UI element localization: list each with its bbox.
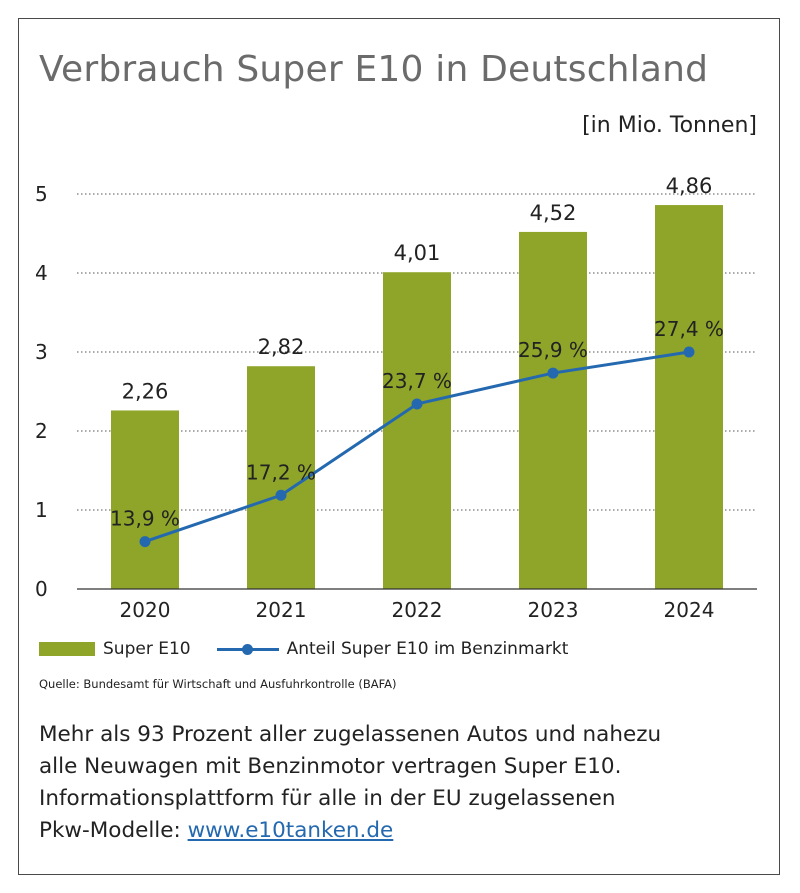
chart-title: Verbrauch Super E10 in Deutschland [39,49,709,90]
x-tick-label: 2024 [664,598,715,619]
share-point [139,536,151,548]
y-tick-label: 5 [35,182,48,206]
bar [519,231,587,590]
info-line-1: Mehr als 93 Prozent aller zugelassenen A… [39,722,662,747]
share-point [275,489,287,501]
legend-swatch-bar [39,642,95,656]
x-tick-label: 2020 [120,598,171,619]
infographic-frame: Verbrauch Super E10 in Deutschland [in M… [18,18,780,875]
e10tanken-link[interactable]: www.e10tanken.de [187,818,394,843]
chart-area: 0 1 2 3 4 5 2,26 2,82 4,01 4,52 4,86 2020 2021 2022 20… [35,174,757,619]
share-value-label: 13,9 % [110,507,180,531]
bar [655,205,723,589]
y-tick-label: 0 [35,577,48,601]
share-point [547,367,559,379]
y-tick-label: 1 [35,498,48,522]
bar [383,272,451,589]
share-value-label: 27,4 % [654,317,724,341]
share-value-label: 23,7 % [382,369,452,393]
bar-value-label: 4,01 [394,241,441,265]
share-value-label: 17,2 % [246,460,316,484]
legend-item-line: Anteil Super E10 im Benzinmarkt [216,639,569,659]
info-line-4-prefix: Pkw-Modelle: [39,818,188,843]
info-line-4: Pkw-Modelle: www.e10tanken.de [39,815,759,847]
legend: Super E10 Anteil Super E10 im Benzinmark… [39,639,594,659]
y-tick-label: 4 [35,261,48,285]
info-text: Mehr als 93 Prozent aller zugelassenen A… [39,719,759,847]
y-tick-label: 2 [35,419,48,443]
bar-value-label: 4,52 [530,201,577,225]
bar [247,366,315,589]
share-point [411,398,423,410]
source-note: Quelle: Bundesamt für Wirtschaft und Aus… [39,677,397,691]
bar-value-label: 4,86 [666,174,713,198]
bar-value-label: 2,26 [122,379,169,403]
legend-label-bar: Super E10 [103,639,191,659]
legend-item-bar: Super E10 [39,639,191,659]
unit-label: [in Mio. Tonnen] [582,113,757,138]
legend-swatch-line [216,642,279,656]
share-value-label: 25,9 % [518,338,588,362]
y-tick-label: 3 [35,340,48,364]
share-point [683,346,695,358]
x-tick-label: 2022 [392,598,443,619]
bar-value-label: 2,82 [258,335,305,359]
x-tick-label: 2023 [528,598,579,619]
bar [111,410,179,589]
x-tick-label: 2021 [256,598,307,619]
legend-label-line: Anteil Super E10 im Benzinmarkt [286,639,569,659]
info-line-2: alle Neuwagen mit Benzinmotor vertragen … [39,754,622,779]
info-line-3: Informationsplattform für alle in der EU… [39,786,616,811]
